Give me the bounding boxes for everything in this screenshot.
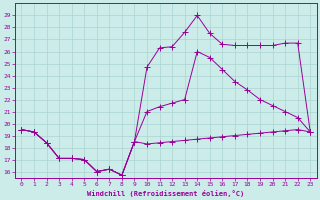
X-axis label: Windchill (Refroidissement éolien,°C): Windchill (Refroidissement éolien,°C): [87, 190, 244, 197]
